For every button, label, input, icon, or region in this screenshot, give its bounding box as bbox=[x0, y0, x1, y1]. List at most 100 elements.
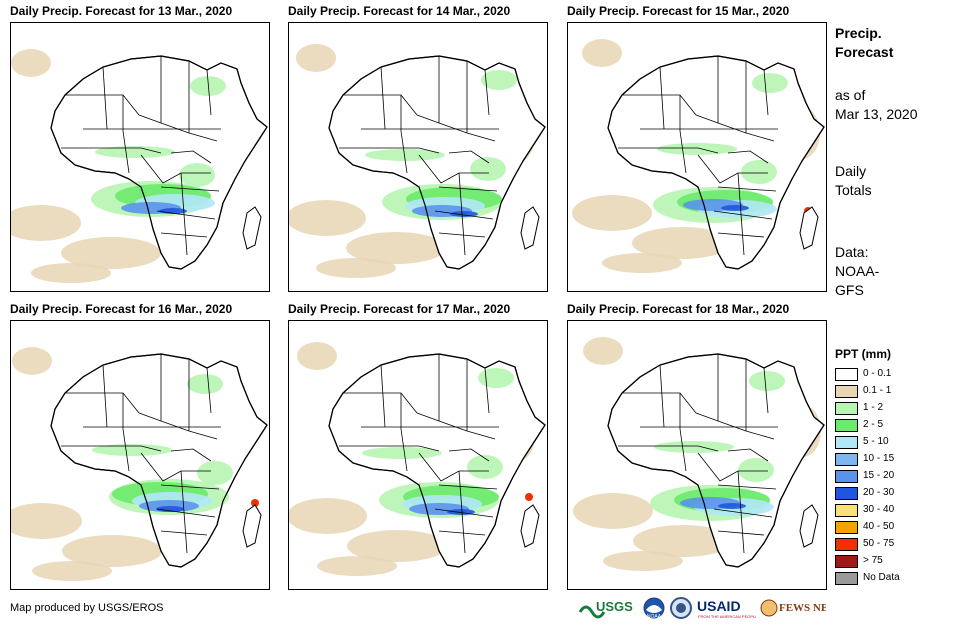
legend-label: 2 - 5 bbox=[863, 419, 884, 430]
legend-swatch bbox=[835, 402, 858, 415]
country-border bbox=[458, 172, 466, 256]
coastline bbox=[607, 55, 825, 270]
legend-swatch bbox=[835, 453, 858, 466]
ocean-drizzle-area bbox=[61, 237, 161, 269]
africa-map bbox=[289, 342, 546, 576]
precip-band bbox=[470, 157, 506, 181]
panel-title: Daily Precip. Forecast for 16 Mar., 2020 bbox=[10, 302, 233, 316]
country-border bbox=[717, 232, 765, 238]
precip-band bbox=[481, 70, 517, 90]
noaa-logo: NOAA bbox=[643, 597, 665, 620]
country-border bbox=[61, 445, 162, 452]
country-border bbox=[484, 69, 490, 116]
legend-label: 50 - 75 bbox=[863, 538, 895, 549]
coastline bbox=[50, 353, 268, 568]
forecast-panel-6: Daily Precip. Forecast for 18 Mar., 2020 bbox=[567, 302, 827, 592]
ocean-drizzle-area bbox=[317, 556, 397, 576]
sidebar-totals: Daily Totals bbox=[835, 163, 872, 198]
precip-band bbox=[741, 160, 777, 184]
fews-net-logo: FEWS NET bbox=[760, 599, 826, 617]
country-border bbox=[122, 130, 130, 174]
country-border bbox=[727, 448, 769, 462]
ocean-drizzle-area bbox=[31, 263, 111, 283]
panel-title: Daily Precip. Forecast for 13 Mar., 2020 bbox=[10, 4, 233, 18]
country-border bbox=[170, 448, 212, 462]
country-border bbox=[695, 412, 775, 440]
usaid-logo: USAID FROM THE AMERICAN PEOPLE bbox=[697, 598, 756, 619]
country-border bbox=[206, 69, 212, 116]
legend-swatch bbox=[835, 487, 858, 500]
seal-icon bbox=[670, 597, 692, 619]
legend-swatch bbox=[835, 385, 858, 398]
country-border bbox=[160, 232, 208, 238]
legend-swatch bbox=[835, 555, 858, 568]
legend-label: 0 - 0.1 bbox=[863, 368, 892, 379]
country-border bbox=[737, 172, 745, 256]
precip-band bbox=[450, 211, 478, 217]
precip-band bbox=[95, 146, 175, 158]
ocean-drizzle-area bbox=[632, 227, 732, 259]
precip-band bbox=[156, 506, 184, 512]
ocean-drizzle-area bbox=[582, 39, 622, 67]
precip-band bbox=[365, 149, 445, 161]
precip-band bbox=[749, 371, 785, 391]
precip-band bbox=[718, 503, 746, 509]
ocean-drizzle-area bbox=[583, 337, 623, 365]
country-border bbox=[713, 508, 773, 518]
country-border bbox=[102, 66, 108, 130]
precip-map bbox=[567, 22, 827, 292]
country-border bbox=[448, 150, 490, 164]
country-border bbox=[140, 154, 211, 184]
coastline bbox=[328, 55, 546, 270]
legend-label: 5 - 10 bbox=[863, 436, 889, 447]
legend-swatch bbox=[835, 572, 858, 585]
panel-title: Daily Precip. Forecast for 17 Mar., 2020 bbox=[288, 302, 511, 316]
country-border bbox=[697, 154, 768, 184]
country-border bbox=[659, 364, 665, 428]
country-border bbox=[448, 448, 490, 462]
country-border bbox=[618, 147, 719, 154]
precip-map bbox=[567, 320, 827, 590]
coastline bbox=[328, 353, 546, 568]
precip-band bbox=[197, 461, 233, 485]
country-border bbox=[438, 484, 498, 490]
ocean-drizzle-area bbox=[11, 49, 51, 77]
legend-swatch bbox=[835, 436, 858, 449]
map-credit: Map produced by USGS/EROS bbox=[10, 602, 164, 614]
legend-swatch bbox=[835, 538, 858, 551]
country-border bbox=[737, 470, 745, 554]
forecast-panel-4: Daily Precip. Forecast for 16 Mar., 2020 bbox=[10, 302, 270, 592]
country-border bbox=[138, 114, 218, 142]
country-border bbox=[438, 186, 498, 192]
ocean-drizzle-area bbox=[346, 232, 446, 264]
country-border bbox=[618, 445, 719, 452]
legend-label: 20 - 30 bbox=[863, 487, 895, 498]
legend-label: 10 - 15 bbox=[863, 453, 895, 464]
sidebar-heading: Precip. Forecast bbox=[835, 25, 894, 60]
forecast-panel-2: Daily Precip. Forecast for 14 Mar., 2020 bbox=[288, 4, 548, 294]
ocean-drizzle-area bbox=[289, 498, 367, 534]
ocean-drizzle-area bbox=[633, 525, 733, 557]
ocean-drizzle-area bbox=[572, 195, 652, 231]
usgs-logo: USGS bbox=[578, 599, 633, 619]
legend-label: No Data bbox=[863, 572, 900, 583]
country-border bbox=[416, 412, 496, 440]
country-border bbox=[434, 210, 494, 220]
country-border bbox=[400, 130, 408, 174]
precip-band bbox=[187, 374, 223, 394]
ocean-drizzle-area bbox=[602, 253, 682, 273]
country-border bbox=[695, 114, 775, 142]
ocean-drizzle-area bbox=[32, 561, 112, 581]
legend-label: 40 - 50 bbox=[863, 521, 895, 532]
country-border bbox=[484, 367, 490, 414]
precip-map bbox=[10, 22, 270, 292]
country-border bbox=[717, 484, 777, 490]
country-border bbox=[180, 172, 188, 256]
svg-text:FROM THE AMERICAN PEOPLE: FROM THE AMERICAN PEOPLE bbox=[698, 614, 756, 619]
country-border bbox=[679, 130, 687, 174]
country-border bbox=[180, 470, 188, 554]
africa-map bbox=[573, 337, 825, 571]
precip-band bbox=[467, 455, 503, 479]
sidebar-data-source: Data: NOAA- GFS bbox=[835, 244, 880, 298]
precip-map bbox=[10, 320, 270, 590]
